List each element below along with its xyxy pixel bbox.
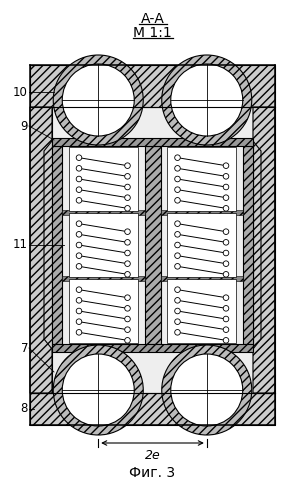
Circle shape: [162, 55, 252, 145]
Bar: [52, 344, 253, 352]
Circle shape: [175, 187, 180, 192]
Circle shape: [175, 221, 180, 226]
Bar: [62, 276, 145, 280]
Circle shape: [223, 174, 229, 179]
Circle shape: [175, 253, 180, 258]
Bar: [52, 138, 253, 146]
Circle shape: [171, 64, 243, 136]
Bar: [30, 65, 275, 425]
Circle shape: [76, 330, 82, 335]
Polygon shape: [253, 107, 275, 393]
Circle shape: [175, 319, 180, 324]
Bar: [167, 213, 236, 277]
Circle shape: [76, 298, 82, 303]
Bar: [160, 210, 243, 214]
Polygon shape: [30, 107, 52, 393]
Circle shape: [76, 253, 82, 258]
Text: 10: 10: [13, 86, 28, 98]
Text: 9: 9: [20, 120, 28, 132]
Text: Фиг. 3: Фиг. 3: [129, 466, 176, 480]
Circle shape: [76, 308, 82, 314]
Circle shape: [175, 287, 180, 292]
Circle shape: [175, 176, 180, 182]
Circle shape: [76, 198, 82, 203]
Circle shape: [223, 240, 229, 245]
Text: 2e: 2e: [145, 449, 160, 462]
Circle shape: [171, 354, 243, 426]
Circle shape: [76, 242, 82, 248]
Text: 7: 7: [20, 342, 28, 354]
Circle shape: [125, 206, 130, 211]
Circle shape: [125, 316, 130, 322]
Circle shape: [125, 240, 130, 245]
Circle shape: [223, 272, 229, 277]
Circle shape: [125, 174, 130, 179]
Circle shape: [175, 166, 180, 171]
Circle shape: [175, 232, 180, 237]
Circle shape: [76, 221, 82, 226]
Circle shape: [125, 306, 130, 311]
Circle shape: [62, 64, 134, 136]
Circle shape: [125, 250, 130, 256]
Circle shape: [53, 345, 143, 435]
Text: А-А: А-А: [141, 12, 164, 26]
Bar: [30, 65, 275, 107]
Circle shape: [76, 155, 82, 160]
Bar: [69, 279, 138, 343]
Bar: [30, 107, 52, 393]
Bar: [30, 393, 275, 425]
Circle shape: [62, 354, 134, 426]
Circle shape: [125, 272, 130, 277]
Bar: [62, 210, 145, 214]
Circle shape: [223, 338, 229, 343]
Circle shape: [125, 261, 130, 266]
Circle shape: [175, 242, 180, 248]
Bar: [145, 146, 160, 344]
Circle shape: [223, 327, 229, 332]
Bar: [160, 276, 243, 280]
Circle shape: [125, 195, 130, 200]
Circle shape: [76, 187, 82, 192]
Circle shape: [125, 327, 130, 332]
Circle shape: [125, 338, 130, 343]
Bar: [52, 146, 62, 344]
Circle shape: [53, 55, 143, 145]
Bar: [167, 279, 236, 343]
Bar: [69, 147, 138, 211]
Circle shape: [175, 330, 180, 335]
Circle shape: [125, 163, 130, 168]
Bar: [167, 147, 236, 211]
Text: 11: 11: [13, 238, 28, 252]
Bar: [243, 146, 253, 344]
Circle shape: [223, 195, 229, 200]
Circle shape: [223, 261, 229, 266]
Bar: [69, 213, 138, 277]
Bar: [253, 107, 275, 393]
Circle shape: [223, 229, 229, 234]
Circle shape: [125, 295, 130, 300]
Circle shape: [223, 295, 229, 300]
Circle shape: [76, 287, 82, 292]
Circle shape: [223, 306, 229, 311]
Circle shape: [223, 163, 229, 168]
Circle shape: [76, 166, 82, 171]
Circle shape: [76, 319, 82, 324]
Circle shape: [175, 198, 180, 203]
Text: 8: 8: [21, 402, 28, 415]
Circle shape: [125, 229, 130, 234]
Circle shape: [223, 206, 229, 211]
Circle shape: [175, 264, 180, 269]
Circle shape: [76, 264, 82, 269]
Circle shape: [223, 316, 229, 322]
Circle shape: [175, 308, 180, 314]
Circle shape: [125, 184, 130, 190]
Circle shape: [175, 155, 180, 160]
Text: М 1:1: М 1:1: [133, 26, 172, 40]
Circle shape: [223, 184, 229, 190]
Circle shape: [175, 298, 180, 303]
Circle shape: [162, 345, 252, 435]
Circle shape: [223, 250, 229, 256]
Circle shape: [76, 176, 82, 182]
Circle shape: [76, 232, 82, 237]
